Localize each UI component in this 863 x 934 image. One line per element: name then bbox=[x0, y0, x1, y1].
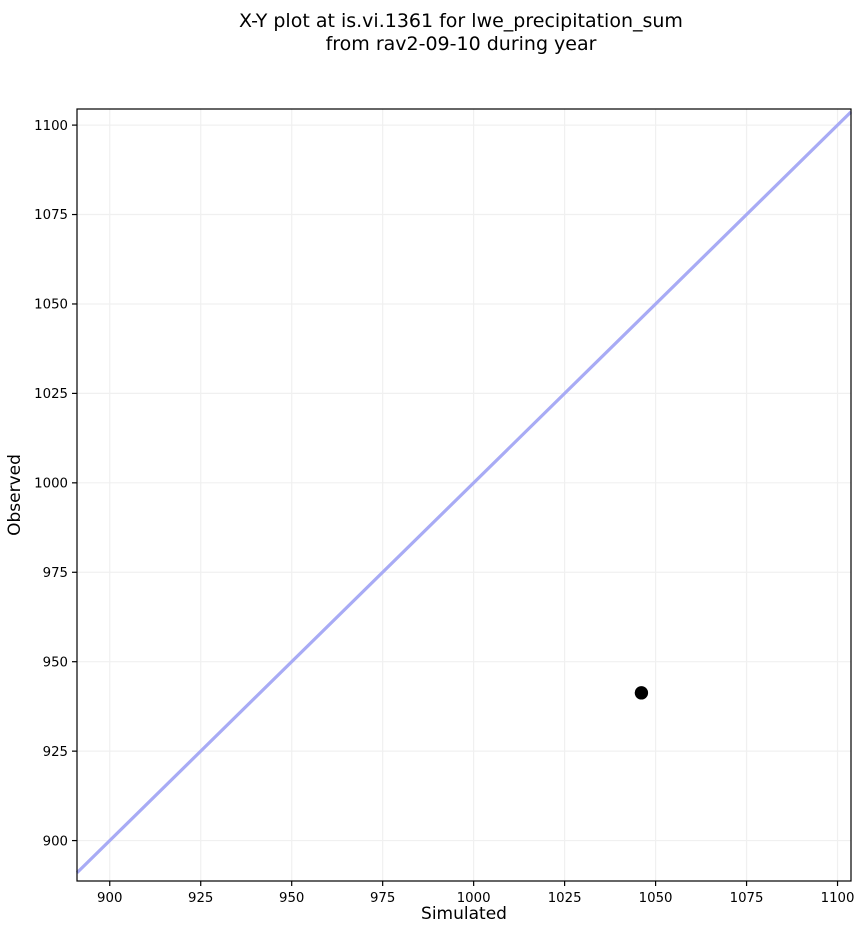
y-tick-label: 950 bbox=[43, 655, 68, 670]
x-tick-label: 925 bbox=[188, 891, 213, 906]
chart-title-line-1: X-Y plot at is.vi.1361 for lwe_precipita… bbox=[239, 10, 683, 32]
chart-title: X-Y plot at is.vi.1361 for lwe_precipita… bbox=[239, 10, 683, 56]
identity-line bbox=[75, 110, 853, 874]
x-tick-label: 1075 bbox=[730, 891, 764, 906]
x-axis-label: Simulated bbox=[421, 904, 507, 924]
x-tick-label: 900 bbox=[97, 891, 122, 906]
x-tick-label: 1025 bbox=[548, 891, 582, 906]
observation-point bbox=[634, 686, 649, 700]
axes-spines bbox=[76, 108, 852, 882]
chart-title-line-2: from rav2-09-10 during year bbox=[325, 33, 597, 55]
x-tick-label: 975 bbox=[370, 891, 395, 906]
y-axis-label: Observed bbox=[5, 454, 25, 536]
y-tick-label: 1075 bbox=[34, 208, 68, 223]
y-tick-label: 925 bbox=[43, 745, 68, 760]
y-tick-label: 1025 bbox=[34, 387, 68, 402]
y-tick-label: 900 bbox=[43, 834, 68, 849]
y-tick-label: 975 bbox=[43, 566, 68, 581]
x-tick-label: 950 bbox=[279, 891, 304, 906]
x-tick-label: 1000 bbox=[457, 891, 491, 906]
x-tick-label: 1050 bbox=[639, 891, 673, 906]
x-tick-label: 1100 bbox=[821, 891, 855, 906]
y-tick-label: 1100 bbox=[34, 119, 68, 134]
y-tick-label: 1000 bbox=[34, 477, 68, 492]
y-tick-label: 1050 bbox=[34, 298, 68, 313]
